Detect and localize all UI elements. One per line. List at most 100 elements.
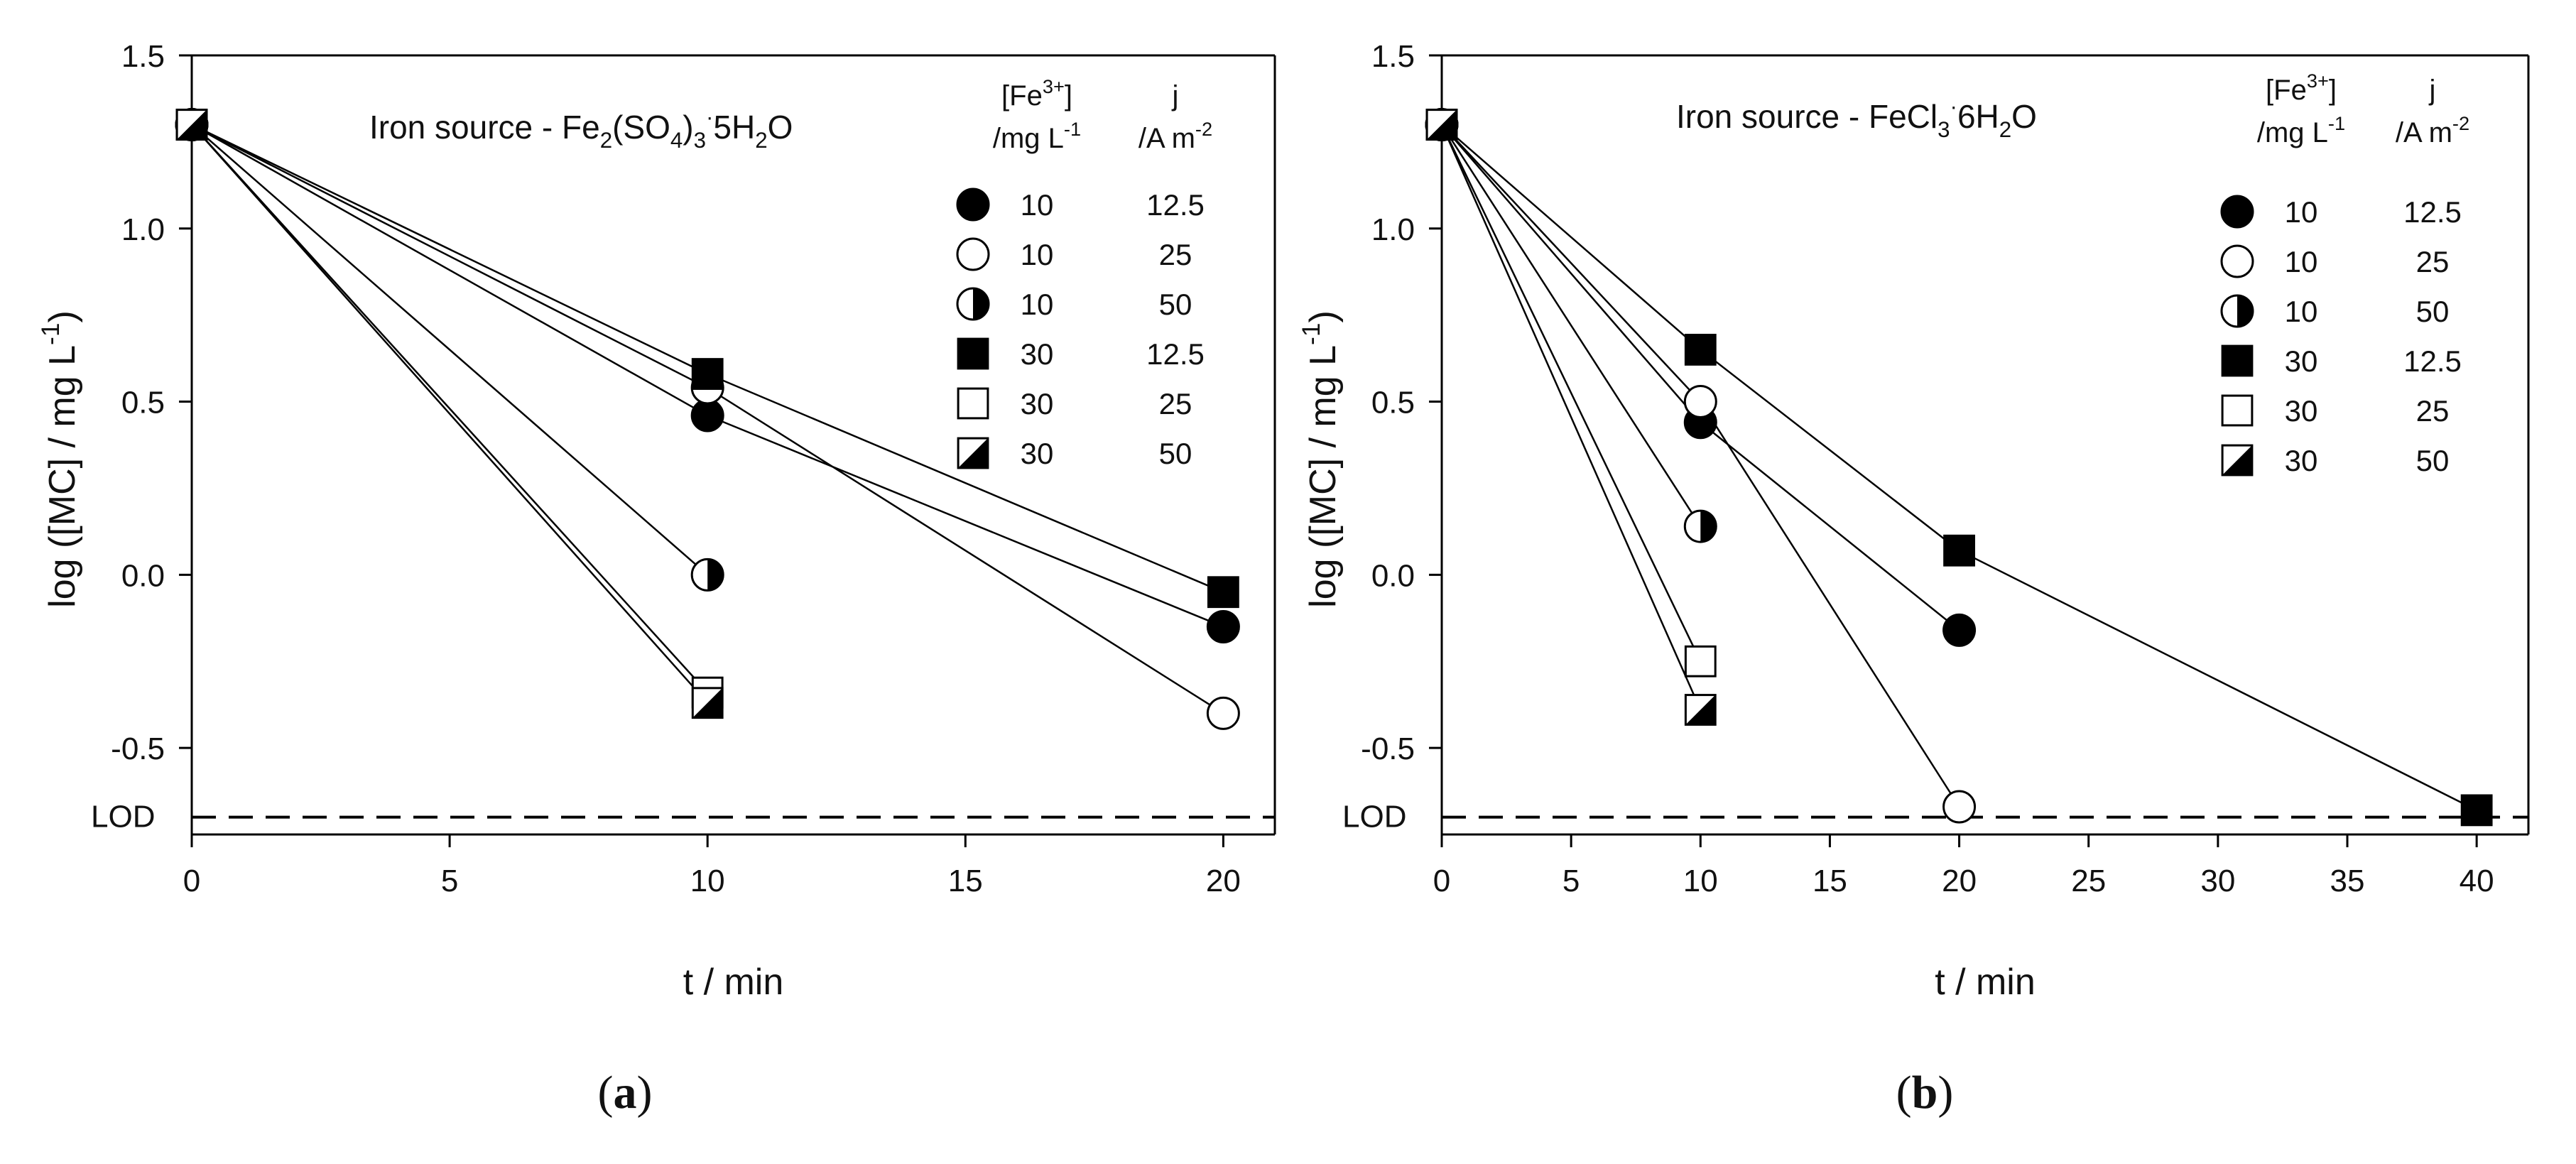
data-point [1684,694,1717,726]
x-tick-label: 20 [1942,864,1977,898]
y-tick-label: 0.0 [121,558,165,593]
series-line-5 [1440,124,1702,710]
y-tick-label: 1.5 [121,39,165,74]
data-point [690,398,724,433]
y-tick-label: -0.5 [1361,731,1415,766]
legend-header-fe-unit: /mg L-1 [993,118,1081,154]
x-tick-label: 0 [1433,864,1450,898]
legend-header-j: j [1172,80,1179,111]
x-tick-label: 10 [690,864,725,898]
series-line-3 [1441,124,2477,811]
series-line-4 [1440,124,1702,662]
legend-marker [957,387,989,420]
y-axis-label: log ([MC] / mg L-1) [37,310,83,608]
legend-marker [2221,394,2254,427]
legend-j-value: 25 [2416,245,2450,278]
legend-fe-value: 10 [2285,245,2318,278]
data-point [1206,696,1240,730]
x-tick-label: 10 [1683,864,1718,898]
legend-j-value: 12.5 [2403,195,2462,229]
y-tick-label: 0.5 [121,386,165,420]
legend-header-fe: [Fe3+] [2266,70,2337,106]
data-point [2460,794,2493,827]
x-tick-label: 35 [2330,864,2365,898]
legend-fe-value: 10 [2285,295,2318,328]
legend-marker [2221,444,2254,477]
y-tick-label: -0.5 [111,731,165,766]
panel-label: (b) [1896,1067,1954,1119]
legend-marker [956,237,990,271]
legend-marker [2220,294,2254,328]
legend-marker [956,187,990,222]
data-point [691,687,724,719]
panel-b: -0.5 0.0 0.5 1.0 1.5 0 5 10 15 20 25 30 35 40 LOD t / m… [1298,39,2530,1119]
x-tick-label: 15 [948,864,983,898]
y-tick-label: 1.0 [1371,212,1415,247]
legend-header-fe-unit: /mg L-1 [2257,112,2345,148]
legend-j-value: 12.5 [1146,188,1205,222]
legend-fe-value: 30 [1021,437,1054,470]
series-line-0 [1441,124,1960,631]
y-tick-label: 0.5 [1371,386,1415,420]
legend-fe-value: 30 [2285,394,2318,428]
panel-label: (a) [598,1067,653,1119]
legend-marker [2221,344,2254,377]
data-point [1425,109,1458,141]
y-tick-label: 1.0 [121,212,165,247]
x-tick-label: 15 [1813,864,1847,898]
y-axis-label-text: log ([MC] / mg L-1) [37,310,83,608]
legend-fe-value: 10 [2285,195,2318,229]
data-point [691,358,724,390]
x-axis-label: t / min [1935,962,2036,1003]
chart-title: Iron source - Fe2(SO4)3·5H2O [369,105,793,153]
x-tick-label: 30 [2200,864,2235,898]
data-point [1207,576,1239,609]
legend-j-value: 25 [1159,238,1192,271]
data-point [1942,790,1977,824]
legend-fe-value: 10 [1021,188,1054,222]
legend-j-value: 50 [2416,444,2450,477]
legend-marker [957,337,989,370]
data-point [1684,645,1717,678]
legend-fe-value: 30 [2285,344,2318,378]
data-point [1206,609,1240,643]
legend-j-value: 12.5 [2403,344,2462,378]
chart-title: Iron source - FeCl3·6H2O [1676,94,2037,142]
legend-header-j-unit: /A m-2 [2396,112,2469,148]
x-tick-label: 25 [2071,864,2106,898]
data-point [1683,385,1717,419]
lod-label: LOD [1342,800,1406,834]
data-point [690,557,724,592]
panel-a: -0.5 0.0 0.5 1.0 1.5 0 5 10 15 20 LOD t / min log ([… [37,39,1276,1119]
legend-header-j-unit: /A m-2 [1138,118,1212,154]
legend-j-value: 50 [1159,437,1192,470]
legend-fe-value: 30 [1021,337,1054,371]
series-line-4 [191,124,709,693]
series-line-5 [191,124,709,704]
legend-marker [2220,195,2254,229]
legend-j-value: 25 [2416,394,2450,428]
data-point [1683,509,1717,543]
data-point [1942,613,1977,647]
y-axis-label: log ([MC] / mg L-1) [1298,310,1344,608]
x-tick-label: 20 [1206,864,1241,898]
legend-j-value: 50 [2416,295,2450,328]
legend-header-j: j [2429,75,2436,106]
x-axis-label: t / min [683,962,784,1003]
series-line-2 [1440,124,1702,527]
y-axis-label-text: log ([MC] / mg L-1) [1298,310,1344,608]
legend-j-value: 25 [1159,387,1192,420]
legend-fe-value: 10 [1021,238,1054,271]
y-tick-label: 1.5 [1371,39,1415,74]
data-point [1943,534,1975,567]
legend-j-value: 50 [1159,288,1192,321]
legend-fe-value: 30 [2285,444,2318,477]
legend-j-value: 12.5 [1146,337,1205,371]
data-point [175,109,208,141]
legend-fe-value: 30 [1021,387,1054,420]
y-tick-label: 0.0 [1371,558,1415,593]
x-tick-label: 5 [441,864,458,898]
x-tick-label: 40 [2460,864,2494,898]
